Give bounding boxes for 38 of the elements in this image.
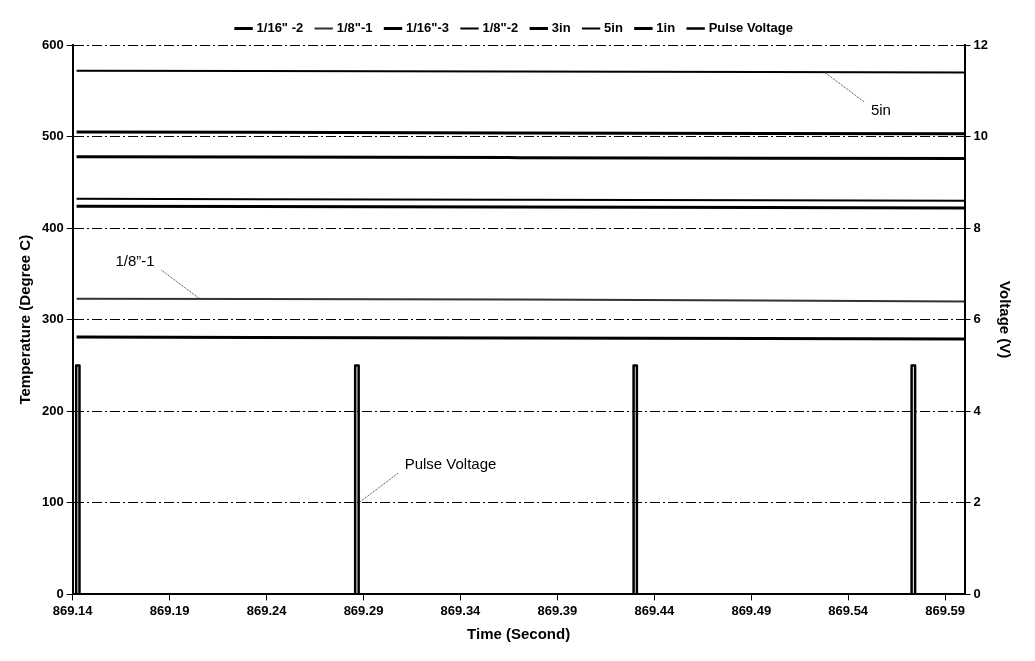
y2-tick-label: 2 <box>973 494 981 510</box>
x-tick-label: 869.24 <box>246 602 288 618</box>
x-tick-label: 869.14 <box>52 602 94 618</box>
y2-tick-label: 10 <box>973 128 989 144</box>
x-tick-label: 869.19 <box>149 602 190 618</box>
legend-label: Pulse Voltage <box>708 20 793 36</box>
y-tick-label: 400 <box>41 219 64 235</box>
y-tick-label: 0 <box>56 585 64 601</box>
x-tick-label: 869.44 <box>634 602 675 618</box>
legend-label: 1/8"-2 <box>482 20 519 36</box>
x-tick-label: 869.49 <box>731 602 772 618</box>
y-tick-label: 600 <box>41 36 64 52</box>
legend-label: 1/16"-3 <box>405 20 450 36</box>
legend-label: 1/16" -2 <box>256 20 304 36</box>
legend-label: 5in <box>604 20 623 36</box>
y-tick-label: 300 <box>41 311 64 327</box>
y2-tick-label: 12 <box>973 36 989 52</box>
y2-tick-label: 0 <box>973 585 981 601</box>
x-tick-label: 869.54 <box>828 602 869 618</box>
y2-tick-label: 8 <box>973 219 981 235</box>
x-tick-label: 869.29 <box>343 602 384 618</box>
y2-axis-title: Voltage (V) <box>996 281 1014 359</box>
y-tick-label: 200 <box>41 402 64 418</box>
y2-tick-label: 4 <box>973 402 982 418</box>
x-axis-title: Time (Second) <box>467 625 571 643</box>
y2-tick-label: 6 <box>973 311 981 327</box>
y-tick-label: 100 <box>41 494 64 510</box>
legend-label: 3in <box>551 20 571 36</box>
y-tick-label: 500 <box>41 128 64 144</box>
x-tick-label: 869.34 <box>440 602 482 618</box>
annotation: 5in <box>870 100 891 118</box>
annotation: 1/8”-1 <box>115 251 155 269</box>
legend-label: 1/8"-1 <box>336 20 373 36</box>
annotation: Pulse Voltage <box>404 454 497 472</box>
legend-label: 1in <box>656 20 676 36</box>
x-tick-label: 869.59 <box>925 602 966 618</box>
y-axis-title: Temperature (Degree C) <box>16 234 34 405</box>
x-tick-label: 869.39 <box>537 602 578 618</box>
